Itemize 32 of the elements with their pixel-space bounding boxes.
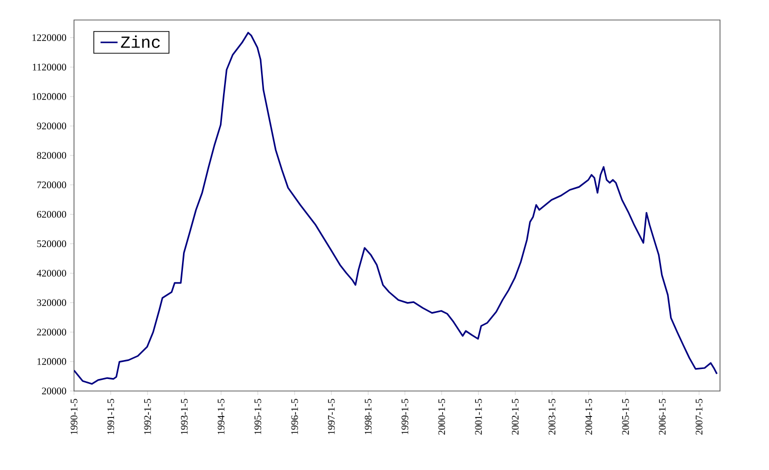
y-tick-label: 520000 (37, 240, 66, 248)
y-tick-label: 820000 (36, 152, 66, 159)
x-tick-label: 1993-1-5 (180, 398, 188, 434)
y-tick-label: 420000 (36, 270, 66, 277)
y-tick-label: 20000 (42, 388, 66, 394)
y-tick-label: 1120000 (32, 64, 66, 70)
y-tick-label: 1020000 (32, 93, 66, 100)
x-tick-label: 1997-1-5 (328, 398, 335, 434)
y-tick-label: 620000 (37, 210, 66, 218)
x-tick-label: 1999-1-5 (402, 398, 408, 434)
x-tick-label: 1994-1-5 (218, 398, 224, 434)
x-tick-label: 1991-1-5 (107, 398, 114, 434)
y-tick-label: 920000 (36, 122, 66, 130)
y-tick-label: 220000 (37, 328, 66, 336)
x-tick-label: 2007-1-5 (696, 398, 702, 435)
legend-label: Zinc (120, 36, 160, 48)
x-tick-label: 2005-1-5 (622, 398, 629, 435)
x-tick-label: 2003-1-5 (548, 398, 556, 435)
y-tick-label: 1220000 (32, 34, 66, 42)
x-tick-label: 2002-1-5 (512, 398, 519, 435)
x-tick-label: 1992-1-5 (144, 398, 151, 434)
y-tick-label: 320000 (37, 299, 66, 306)
x-tick-label: 2004-1-5 (585, 398, 592, 435)
x-tick-label: 2001-1-5 (475, 398, 482, 435)
x-tick-label: 1996-1-5 (291, 398, 298, 434)
x-tick-label: 1998-1-5 (364, 398, 372, 434)
x-tick-label: 1995-1-5 (254, 398, 262, 434)
x-tick-label: 2000-1-5 (438, 398, 446, 435)
x-tick-label: 2006-1-5 (658, 398, 666, 435)
x-tick-label: 1990-1-5 (70, 398, 78, 434)
y-tick-label: 720000 (37, 182, 66, 188)
y-tick-label: 120000 (37, 358, 66, 365)
